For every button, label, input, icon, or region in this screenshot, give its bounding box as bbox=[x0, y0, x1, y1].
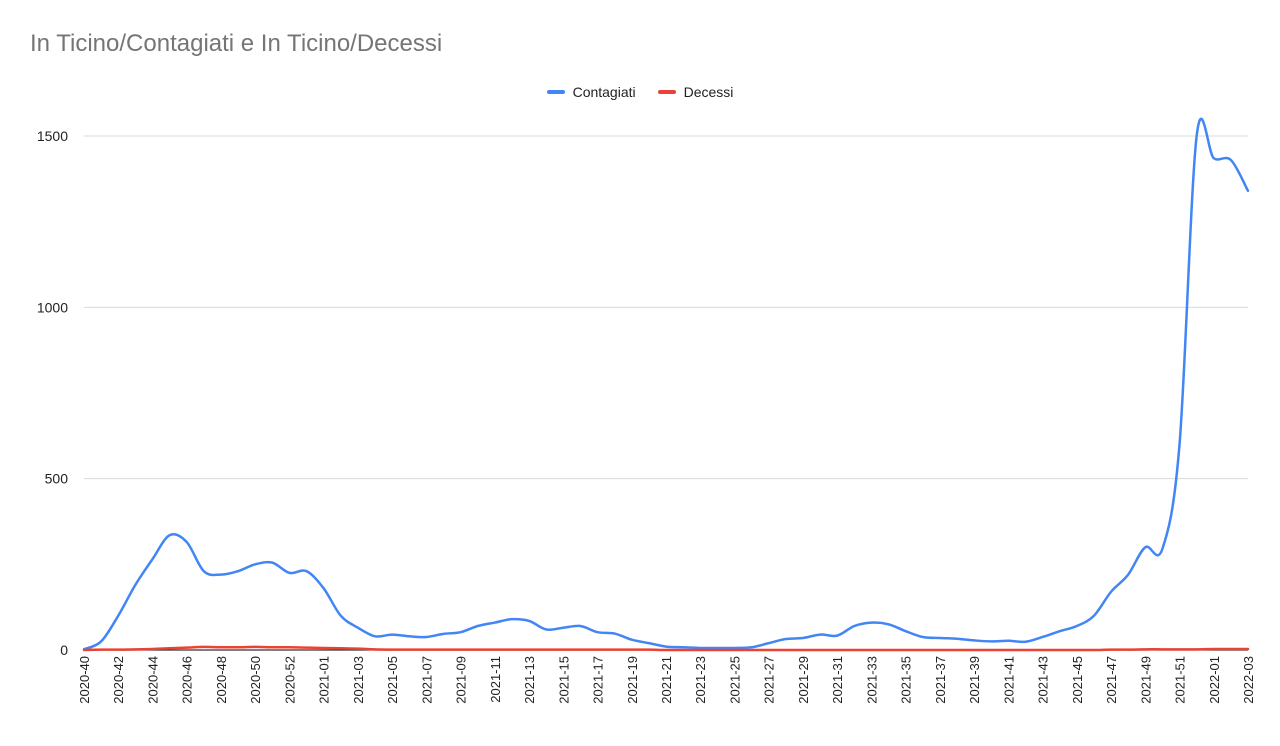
x-tick-label-2021-21: 2021-21 bbox=[659, 656, 674, 704]
x-tick-label-2020-50: 2020-50 bbox=[248, 656, 263, 704]
x-tick-label-2021-07: 2021-07 bbox=[419, 656, 434, 704]
legend-swatch-contagiati bbox=[546, 90, 565, 94]
x-tick-label-2021-43: 2021-43 bbox=[1036, 656, 1051, 704]
x-tick-label-2021-49: 2021-49 bbox=[1138, 656, 1153, 704]
x-tick-label-2021-39: 2021-39 bbox=[967, 656, 982, 704]
x-tick-label-2021-03: 2021-03 bbox=[351, 656, 366, 704]
series-line-contagiati[interactable] bbox=[82, 117, 1250, 651]
x-tick-label-2021-05: 2021-05 bbox=[385, 656, 400, 704]
legend: Contagiati Decessi bbox=[0, 84, 1280, 100]
x-tick-label-2021-51: 2021-51 bbox=[1173, 656, 1188, 704]
legend-item-contagiati[interactable]: Contagiati bbox=[546, 84, 636, 100]
legend-item-decessi[interactable]: Decessi bbox=[657, 84, 734, 100]
x-tick-label-2022-01: 2022-01 bbox=[1207, 656, 1222, 704]
grid-lines bbox=[84, 135, 1248, 651]
x-tick-label-2021-33: 2021-33 bbox=[864, 656, 879, 704]
x-tick-label-2021-41: 2021-41 bbox=[1001, 656, 1016, 704]
series-contagiati bbox=[82, 117, 1250, 651]
x-tick-label-2021-45: 2021-45 bbox=[1070, 656, 1085, 704]
x-tick-label-2020-48: 2020-48 bbox=[214, 656, 229, 704]
x-tick-label-2021-31: 2021-31 bbox=[830, 656, 845, 704]
series-line-decessi[interactable] bbox=[82, 645, 1250, 652]
y-tick-label-500: 500 bbox=[45, 471, 69, 487]
x-tick-label-2021-15: 2021-15 bbox=[556, 656, 571, 704]
x-tick-label-2021-25: 2021-25 bbox=[727, 656, 742, 704]
x-tick-label-2020-46: 2020-46 bbox=[180, 656, 195, 704]
x-tick-label-2021-37: 2021-37 bbox=[933, 656, 948, 704]
x-tick-label-2021-19: 2021-19 bbox=[625, 656, 640, 704]
legend-swatch-decessi bbox=[657, 90, 676, 94]
x-tick-label-2021-13: 2021-13 bbox=[522, 656, 537, 704]
y-tick-label-1500: 1500 bbox=[37, 128, 68, 144]
x-tick-label-2020-40: 2020-40 bbox=[77, 656, 92, 704]
x-tick-label-2021-29: 2021-29 bbox=[796, 656, 811, 704]
x-axis-labels: 2020-40 2020-42 2020-44 2020-46 2020-48 2020-… bbox=[77, 656, 1256, 704]
legend-label-decessi: Decessi bbox=[683, 84, 734, 100]
x-tick-label-2021-35: 2021-35 bbox=[899, 656, 914, 704]
x-tick-label-2021-01: 2021-01 bbox=[317, 656, 332, 704]
x-tick-label-2021-27: 2021-27 bbox=[762, 656, 777, 704]
x-tick-label-2021-17: 2021-17 bbox=[591, 656, 606, 704]
y-axis-labels: 0 500 1000 1500 bbox=[37, 128, 68, 658]
series-decessi bbox=[82, 645, 1250, 652]
x-tick-label-2021-47: 2021-47 bbox=[1104, 656, 1119, 704]
series-lines bbox=[82, 117, 1250, 652]
legend-label-contagiati: Contagiati bbox=[572, 84, 636, 100]
x-tick-label-2020-44: 2020-44 bbox=[145, 656, 160, 704]
x-tick-label-2020-52: 2020-52 bbox=[282, 656, 297, 704]
x-tick-label-2020-42: 2020-42 bbox=[111, 656, 126, 704]
x-tick-label-2021-09: 2021-09 bbox=[454, 656, 469, 704]
x-tick-label-2021-11: 2021-11 bbox=[488, 656, 503, 703]
y-tick-label-0: 0 bbox=[60, 642, 68, 658]
x-tick-label-2022-03: 2022-03 bbox=[1241, 656, 1256, 704]
x-tick-label-2021-23: 2021-23 bbox=[693, 656, 708, 704]
y-tick-label-1000: 1000 bbox=[37, 299, 68, 315]
chart-title: In Ticino/Contagiati e In Ticino/Decessi bbox=[30, 30, 443, 57]
